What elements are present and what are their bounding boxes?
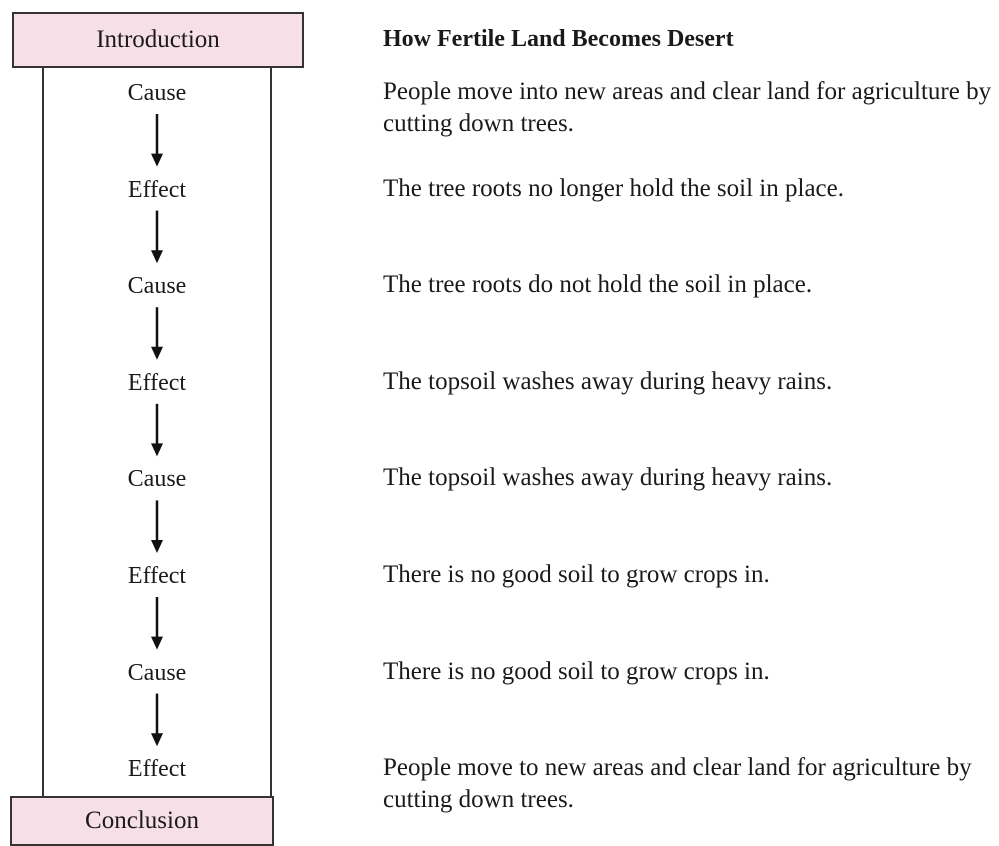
- arrow: [151, 307, 163, 360]
- arrow: [151, 403, 163, 457]
- arrow: [151, 500, 163, 553]
- step-label: Effect: [127, 176, 187, 203]
- step-text: There is no good soil to grow crops in.: [383, 657, 770, 685]
- step-label: Cause: [127, 659, 187, 686]
- step-label: Effect: [127, 369, 187, 396]
- step-text: The topsoil washes away during heavy rai…: [383, 367, 833, 395]
- arrow: [151, 114, 163, 167]
- step-text: There is no good soil to grow crops in.: [383, 561, 770, 588]
- step-text: The topsoil washes away during heavy rai…: [383, 464, 833, 492]
- conclusion-box: Conclusion: [10, 796, 274, 846]
- step-label: Cause: [127, 273, 187, 300]
- step-label: Cause: [127, 80, 187, 106]
- arrow: [151, 597, 163, 650]
- step-label: Cause: [127, 466, 187, 493]
- step-label: Effect: [127, 563, 187, 589]
- step-text: The tree roots do not hold the soil in p…: [383, 271, 813, 299]
- title: How Fertile Land Becomes Desert: [383, 26, 734, 52]
- intro-box: Introduction: [12, 12, 304, 68]
- step-text: People move to new areas and clear land …: [383, 754, 972, 814]
- arrow: [151, 693, 163, 747]
- step-label: Effect: [127, 756, 187, 783]
- step-text: The tree roots no longer hold the soil i…: [383, 174, 844, 202]
- arrow: [151, 210, 163, 264]
- frame: [42, 66, 272, 798]
- step-text: People move into new areas and clear lan…: [383, 78, 992, 137]
